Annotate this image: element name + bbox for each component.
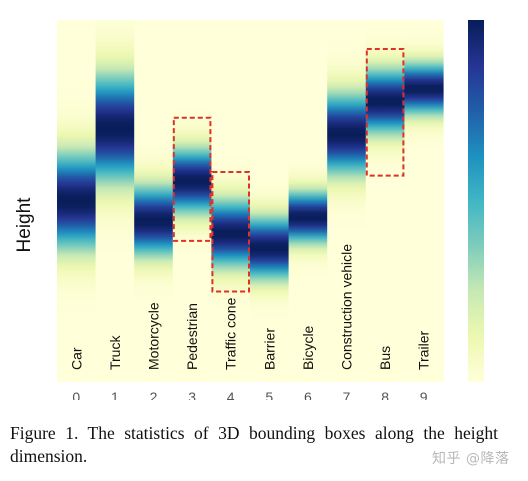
x-tick-label: 2 (150, 389, 158, 400)
heatmap-column (250, 20, 290, 382)
heatmap-column (288, 20, 328, 382)
highlight-box (365, 47, 405, 177)
heatmap-figure: Height Car Truck Motorcycle Pedestrian Traff… (14, 20, 484, 400)
highlight-boxes (172, 47, 405, 293)
category-label: Truck (107, 335, 123, 370)
watermark: 知乎 @降落 (432, 451, 510, 467)
x-tick-label: 7 (343, 389, 351, 400)
category-label: Bicycle (300, 325, 316, 370)
heatmap-columns (57, 20, 444, 382)
heatmap-column (404, 20, 444, 382)
x-tick-label: 1 (111, 389, 119, 400)
heatmap-column (134, 20, 174, 382)
x-tick-labels: 0 1 2 3 4 5 6 7 8 9 (72, 389, 427, 400)
heatmap-column (327, 20, 367, 382)
x-tick-label: 6 (304, 389, 312, 400)
x-tick-label: 0 (72, 389, 80, 400)
category-label: Construction vehicle (339, 244, 355, 370)
category-label: Bus (377, 346, 393, 370)
y-axis-label: Height (14, 197, 35, 253)
x-tick-label: 9 (420, 389, 428, 400)
colorbar (468, 20, 484, 382)
x-tick-label: 8 (381, 389, 389, 400)
category-label: Pedestrian (184, 303, 200, 370)
x-tick-label: 3 (188, 389, 196, 400)
heatmap-column (365, 20, 405, 382)
heatmap-column (211, 20, 251, 382)
highlight-box (172, 116, 212, 242)
heatmap-column (57, 20, 97, 382)
category-label: Car (68, 347, 84, 370)
category-label: Traffic cone (223, 297, 239, 370)
highlight-box (211, 171, 250, 293)
heatmap-column (95, 20, 135, 382)
category-labels: Car Truck Motorcycle Pedestrian Traffic cone… (68, 244, 431, 370)
category-label: Motorcycle (146, 302, 162, 370)
heatmap-column (172, 20, 212, 382)
x-tick-label: 4 (227, 389, 235, 400)
category-label: Trailer (416, 331, 432, 370)
category-label: Barrier (261, 328, 277, 370)
x-tick-label: 5 (265, 389, 273, 400)
figure-caption: Figure 1. The statistics of 3D bounding … (10, 423, 498, 466)
